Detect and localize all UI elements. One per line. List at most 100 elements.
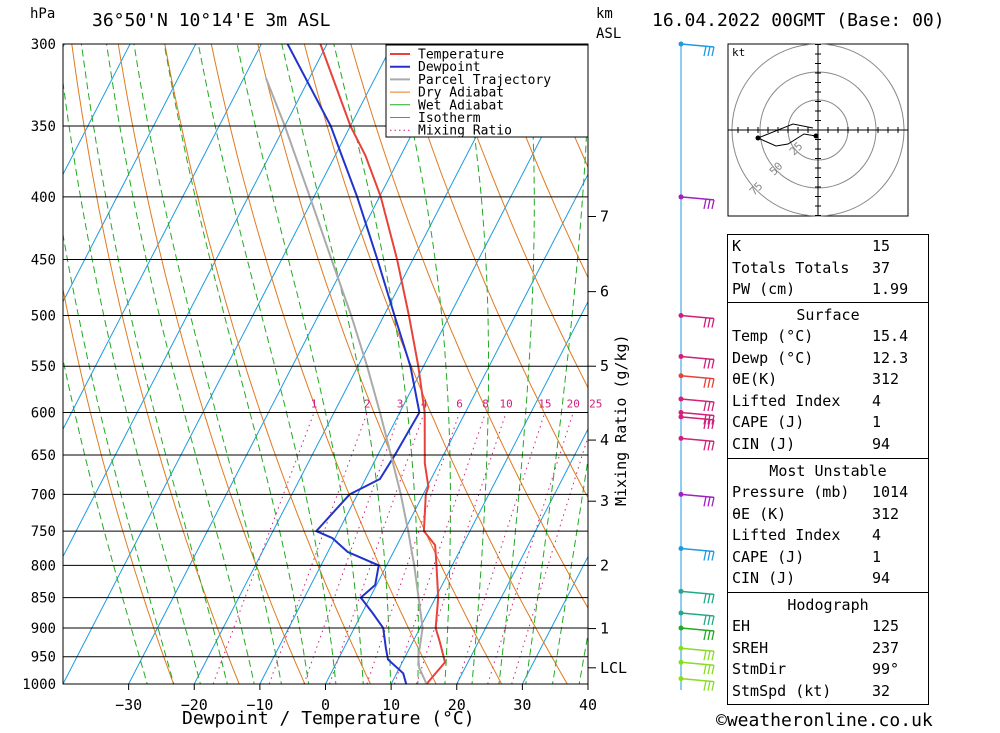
mixing-ratio-tick-label: 8 <box>482 397 489 410</box>
isotherm-line <box>63 44 197 303</box>
isotherm-line <box>63 44 328 558</box>
mixing-ratio-line <box>511 435 588 684</box>
pressure-tick-label: 600 <box>31 405 56 421</box>
mixing-ratio-tick-label: 25 <box>589 397 602 410</box>
wet-adiabat-line <box>459 44 489 684</box>
dry-adiabat-line <box>350 44 588 610</box>
index-row: CIN (J) 94 <box>732 435 924 456</box>
index-row: θE(K) 312 <box>732 370 924 391</box>
pressure-tick-label: 450 <box>31 253 56 269</box>
isotherm-line <box>456 428 588 684</box>
wind-barb <box>678 610 715 626</box>
index-row: EH 125 <box>732 617 924 638</box>
index-value: 1.99 <box>872 280 909 299</box>
index-label: CIN (J) <box>732 435 796 453</box>
index-label: Pressure (mb) <box>732 483 850 501</box>
pressure-tick-label: 900 <box>31 621 56 637</box>
parcel-trajectory-line <box>265 77 428 684</box>
pressure-tick-label: 500 <box>31 309 56 325</box>
wet-adiabat-line <box>106 44 255 684</box>
mixing-ratio-line <box>457 412 546 684</box>
wind-barb-shaft <box>680 590 715 596</box>
wind-barb-feather <box>707 378 711 388</box>
mixing-ratio-tick-label: 3 <box>397 397 404 410</box>
wet-adiabat-line <box>80 44 228 684</box>
pressure-tick-label: 950 <box>31 650 56 666</box>
wind-barb <box>678 546 715 561</box>
wind-barb <box>678 491 715 507</box>
isotherm-line <box>63 44 394 684</box>
index-row: Pressure (mb) 1014 <box>732 483 924 504</box>
temperature-tick-label: 30 <box>513 696 531 714</box>
wind-barb-feather <box>703 615 707 626</box>
index-label: Temp (°C) <box>732 327 814 345</box>
dry-adiabat-line <box>443 44 588 389</box>
pressure-tick-label: 550 <box>31 359 56 375</box>
wind-barb-feather <box>703 401 707 412</box>
mixing-ratio-tick-label: 1 <box>311 397 318 410</box>
dry-adiabat-line <box>117 44 306 684</box>
wind-barb-shaft <box>680 43 715 48</box>
wet-adiabat-line <box>197 44 337 684</box>
index-label: SREH <box>732 638 769 657</box>
index-row: CAPE (J) 1 <box>732 413 924 434</box>
wind-barb-feather <box>711 497 715 507</box>
hodograph-title: Hodograph <box>787 596 869 614</box>
mixing-ratio-line <box>487 412 574 684</box>
mixing-ratio-tick-label: 20 <box>567 397 580 410</box>
hodograph-point <box>755 135 761 141</box>
index-label: StmSpd (kt) <box>732 681 832 700</box>
km-tick-label: LCL <box>600 659 627 677</box>
temperature-tick-label: 10 <box>382 696 400 714</box>
mixing-ratio-tick-label: 2 <box>364 397 371 410</box>
temperature-tick-label: 20 <box>448 696 466 714</box>
index-label: StmDir <box>732 660 787 679</box>
separator <box>728 592 928 593</box>
index-value: 4 <box>872 526 882 545</box>
wind-barb-feather <box>707 46 711 57</box>
mixing-ratio-line <box>394 412 486 684</box>
index-label: θE(K) <box>732 370 778 389</box>
index-row: Lifted Index 4 <box>732 526 924 547</box>
isotherm-line <box>325 173 588 684</box>
wind-barb-feather <box>703 550 707 561</box>
index-value: 1 <box>872 413 882 432</box>
mixing-ratio-line <box>329 412 425 684</box>
location-title: 36°50'N 10°14'E 3m ASL <box>92 10 331 31</box>
wind-barb-feather <box>707 358 711 369</box>
index-row: Lifted Index 4 <box>732 392 924 413</box>
temperature-tick-label: 0 <box>321 696 330 714</box>
legend-label: Isotherm <box>418 111 481 126</box>
datetime-title: 16.04.2022 00GMT (Base: 00) <box>652 10 945 31</box>
index-value: 312 <box>872 370 900 389</box>
index-row: SREH 237 <box>732 639 924 660</box>
index-value: 32 <box>872 681 891 700</box>
index-value: 312 <box>872 504 900 523</box>
dry-adiabat-line <box>945 26 1000 710</box>
wind-barb-feather <box>703 593 707 604</box>
mixing-ratio-line <box>268 412 368 684</box>
pressure-unit-label: hPa <box>30 6 56 22</box>
wet-adiabat-line <box>236 44 364 684</box>
mixing-ratio-line <box>212 412 315 684</box>
dry-adiabat-line <box>257 44 503 684</box>
index-label: Dewp (°C) <box>732 348 814 367</box>
index-value: 12.3 <box>872 348 909 367</box>
index-label: CAPE (J) <box>732 547 805 566</box>
mixing-ratio-labels: 1 2 3 4 6 8 10 15 20 25 <box>311 397 603 410</box>
wind-barb <box>678 396 715 412</box>
index-label: EH <box>732 617 751 635</box>
wind-barb-feather <box>711 630 715 641</box>
isotherm-line <box>63 44 262 431</box>
index-row: CAPE (J) 1 <box>732 548 924 569</box>
wind-barb-feather <box>707 630 711 641</box>
mixing-ratio-line <box>303 412 401 684</box>
temperature-line <box>319 44 447 684</box>
wind-barb-feather <box>703 440 707 451</box>
km-tick-label: 6 <box>600 283 609 301</box>
index-label: PW (cm) <box>732 280 796 299</box>
index-row: Totals Totals 37 <box>732 259 924 280</box>
index-value: 37 <box>872 258 891 277</box>
pressure-tick-label: 800 <box>31 558 56 574</box>
